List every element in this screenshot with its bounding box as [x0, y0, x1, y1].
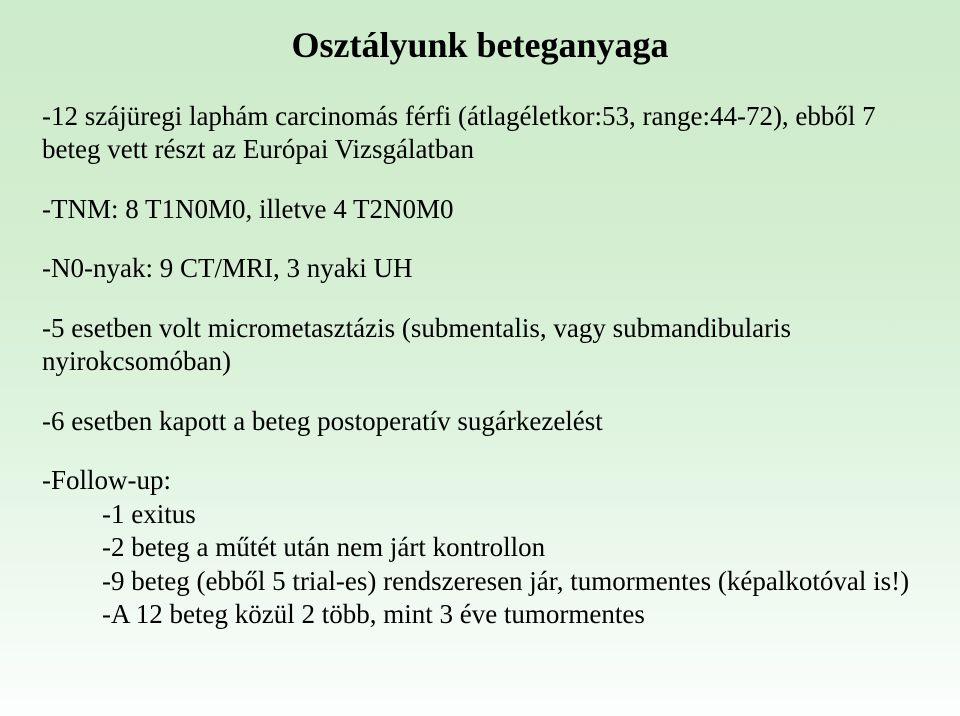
slide-title: Osztályunk beteganyaga	[42, 24, 918, 66]
bullet-6: -Follow-up:	[42, 464, 918, 497]
bullet-1: -12 szájüregi laphám carcinomás férfi (á…	[42, 100, 918, 167]
bullet-3: -N0-nyak: 9 CT/MRI, 3 nyaki UH	[42, 252, 918, 285]
sub-bullet-4: -A 12 beteg közül 2 több, mint 3 éve tum…	[102, 598, 918, 631]
slide: Osztályunk beteganyaga -12 szájüregi lap…	[0, 0, 960, 716]
bullet-5: -6 esetben kapott a beteg postoperatív s…	[42, 405, 918, 438]
sub-bullet-1: -1 exitus	[102, 498, 918, 531]
sub-bullet-2: -2 beteg a műtét után nem járt kontrollo…	[102, 531, 918, 564]
sub-bullet-3: -9 beteg (ebből 5 trial-es) rendszeresen…	[102, 565, 918, 598]
bullet-2: -TNM: 8 T1N0M0, illetve 4 T2N0M0	[42, 193, 918, 226]
bullet-4: -5 esetben volt micrometasztázis (submen…	[42, 312, 918, 379]
